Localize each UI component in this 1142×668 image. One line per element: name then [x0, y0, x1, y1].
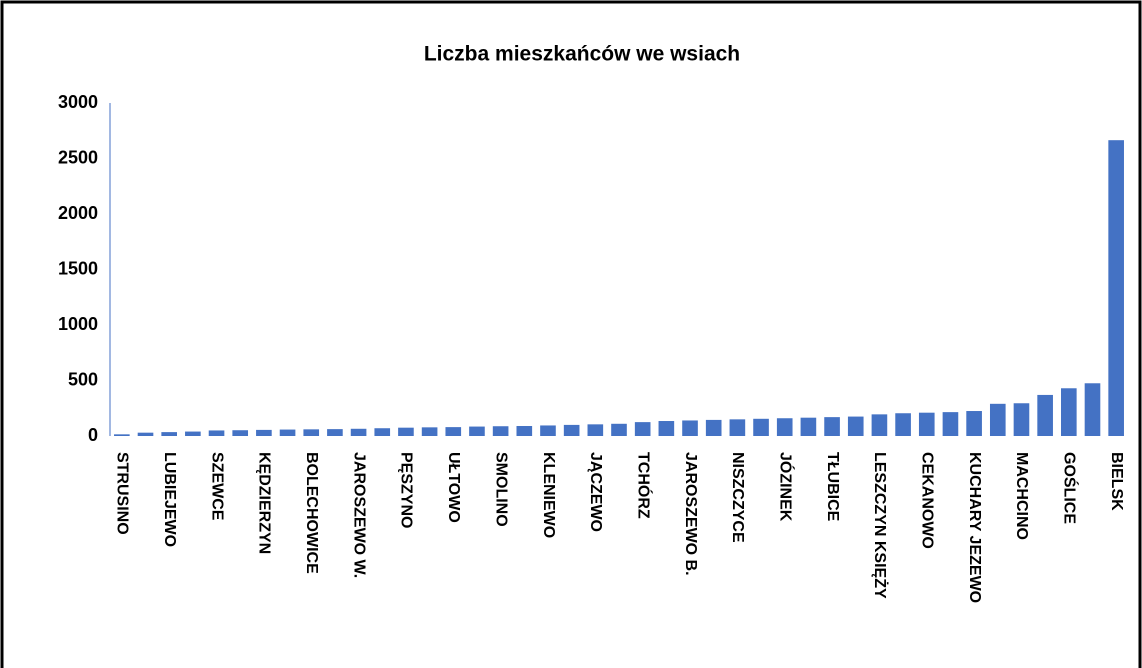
x-tick-label: SMOLINO [492, 452, 509, 527]
bar [327, 429, 343, 436]
bar [1037, 394, 1053, 436]
y-tick-label: 3000 [58, 92, 98, 112]
bar [942, 412, 959, 436]
x-tick-label: KLENIEWO [540, 452, 557, 538]
bar [185, 431, 201, 436]
x-tick-label: JAROSZEWO B. [682, 452, 699, 576]
bar [871, 414, 888, 436]
x-tick-label: UŁTOWO [445, 452, 462, 523]
bar [232, 430, 249, 436]
x-tick-label: MACHCINO [1013, 452, 1030, 540]
bar [398, 427, 414, 436]
bar [658, 421, 675, 436]
bar [137, 432, 154, 436]
x-tick-label: LUBIEJEWO [161, 452, 178, 547]
bar [800, 417, 817, 436]
x-tick-label: BOLECHOWICE [303, 452, 320, 574]
bar [516, 426, 533, 436]
bar [824, 417, 840, 436]
bar [492, 426, 509, 436]
x-tick-label: LESZCZYN KSIĘŻY [871, 452, 889, 599]
x-tick-label: JÓZINEK [776, 452, 795, 522]
x-tick-label: KUCHARY JEZEWO [966, 452, 983, 603]
bar [374, 428, 391, 436]
bar [563, 424, 580, 436]
x-tick-label: KĘDZIERZYN [256, 452, 273, 554]
bar [350, 428, 367, 436]
x-tick-label: JĄCZEWO [587, 452, 604, 532]
x-tick-label: BIELSK [1108, 452, 1125, 511]
bar [847, 416, 864, 436]
bar [1084, 383, 1101, 436]
y-tick-label: 500 [68, 369, 98, 389]
bar [682, 420, 698, 436]
bar [303, 429, 320, 436]
x-tick-label: NISZCZYCE [729, 452, 746, 543]
bar [1108, 140, 1124, 436]
bar [753, 418, 769, 436]
bar [256, 429, 272, 436]
x-tick-label: TŁUBICE [824, 452, 841, 522]
x-tick-label: STRUSINO [114, 452, 131, 535]
bar [469, 426, 485, 436]
bar [918, 412, 935, 436]
y-tick-label: 0 [88, 425, 98, 445]
bar [966, 411, 982, 436]
bar [705, 419, 722, 436]
y-tick-label: 2000 [58, 203, 98, 223]
bar [587, 424, 604, 436]
y-tick-label: 1500 [58, 258, 98, 278]
bar [611, 423, 627, 436]
bar [1013, 403, 1030, 436]
bar [776, 418, 793, 436]
x-tick-label: JAROSZEWO W. [350, 452, 367, 578]
bar [1061, 388, 1077, 436]
y-tick-label: 2500 [58, 147, 98, 167]
x-tick-label: CEKANOWO [919, 452, 936, 549]
x-tick-label: GOŚLICE [1061, 452, 1080, 524]
bar [279, 429, 296, 436]
bar [208, 430, 225, 436]
x-tick-label: PĘSZYNO [398, 452, 415, 528]
bar [634, 422, 651, 436]
x-tick-label: SZEWCE [208, 452, 225, 521]
bar [540, 425, 556, 436]
bar [989, 403, 1006, 436]
x-tick-label: TCHÓRZ [634, 452, 653, 519]
bar [161, 432, 177, 436]
bar [421, 427, 438, 436]
y-tick-label: 1000 [58, 314, 98, 334]
bar [895, 413, 911, 436]
bar [729, 419, 746, 436]
bar [114, 434, 130, 436]
chart-title: Liczba mieszkańców we wsiach [424, 43, 740, 66]
bar [445, 427, 462, 436]
